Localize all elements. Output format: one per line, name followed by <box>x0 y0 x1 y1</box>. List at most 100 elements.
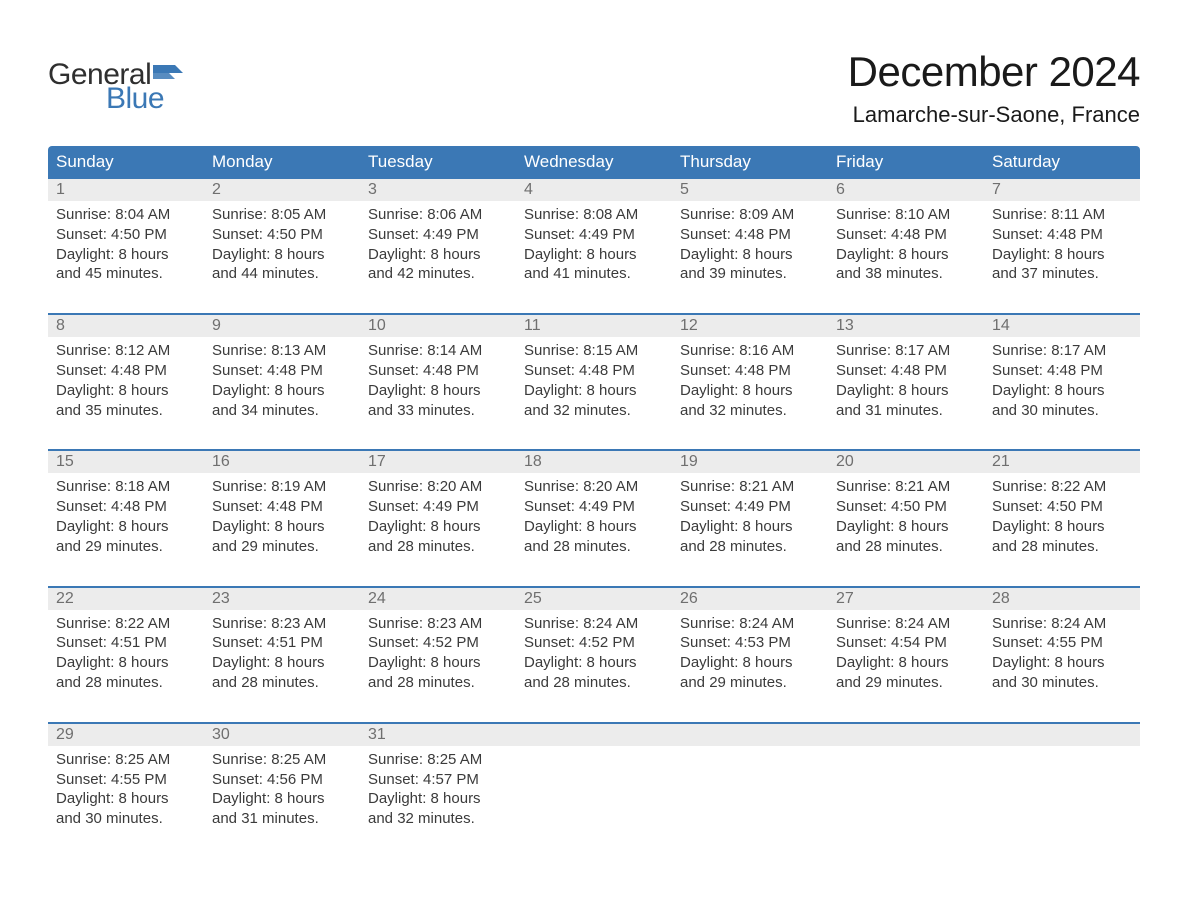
day-number: 31 <box>360 723 516 746</box>
sunrise-line: Sunrise: 8:13 AM <box>212 341 352 361</box>
sunset-line: Sunset: 4:48 PM <box>56 497 196 517</box>
sunrise-line: Sunrise: 8:06 AM <box>368 205 508 225</box>
title-block: December 2024 Lamarche-sur-Saone, France <box>848 48 1140 128</box>
week-separator <box>48 561 1140 587</box>
day-number: 8 <box>48 314 204 337</box>
day-number: 9 <box>204 314 360 337</box>
daylight-line: Daylight: 8 hoursand 29 minutes. <box>836 653 976 693</box>
day-number: 22 <box>48 587 204 610</box>
day-cell: Sunrise: 8:25 AMSunset: 4:56 PMDaylight:… <box>204 746 360 833</box>
sunset-line: Sunset: 4:55 PM <box>992 633 1132 653</box>
day-number-row: 293031 <box>48 723 1140 746</box>
day-number: 15 <box>48 450 204 473</box>
day-number <box>516 723 672 746</box>
day-number: 5 <box>672 179 828 201</box>
sunset-line: Sunset: 4:48 PM <box>680 361 820 381</box>
sunrise-line: Sunrise: 8:25 AM <box>368 750 508 770</box>
daylight-line: Daylight: 8 hoursand 34 minutes. <box>212 381 352 421</box>
sunrise-line: Sunrise: 8:12 AM <box>56 341 196 361</box>
day-number: 30 <box>204 723 360 746</box>
day-cell: Sunrise: 8:20 AMSunset: 4:49 PMDaylight:… <box>516 473 672 560</box>
day-number: 20 <box>828 450 984 473</box>
sunrise-line: Sunrise: 8:22 AM <box>992 477 1132 497</box>
sunrise-line: Sunrise: 8:17 AM <box>992 341 1132 361</box>
day-number: 21 <box>984 450 1140 473</box>
day-number-row: 15161718192021 <box>48 450 1140 473</box>
day-number-row: 1234567 <box>48 179 1140 201</box>
day-cell: Sunrise: 8:16 AMSunset: 4:48 PMDaylight:… <box>672 337 828 424</box>
daylight-line: Daylight: 8 hoursand 31 minutes. <box>836 381 976 421</box>
daylight-line: Daylight: 8 hoursand 45 minutes. <box>56 245 196 285</box>
day-cell: Sunrise: 8:05 AMSunset: 4:50 PMDaylight:… <box>204 201 360 288</box>
sunset-line: Sunset: 4:54 PM <box>836 633 976 653</box>
sunrise-line: Sunrise: 8:24 AM <box>992 614 1132 634</box>
sunrise-line: Sunrise: 8:24 AM <box>680 614 820 634</box>
day-header: Monday <box>204 146 360 179</box>
day-cell: Sunrise: 8:20 AMSunset: 4:49 PMDaylight:… <box>360 473 516 560</box>
sunrise-line: Sunrise: 8:25 AM <box>212 750 352 770</box>
daylight-line: Daylight: 8 hoursand 28 minutes. <box>836 517 976 557</box>
day-number: 23 <box>204 587 360 610</box>
day-cell: Sunrise: 8:24 AMSunset: 4:53 PMDaylight:… <box>672 610 828 697</box>
daylight-line: Daylight: 8 hoursand 44 minutes. <box>212 245 352 285</box>
sunrise-line: Sunrise: 8:24 AM <box>524 614 664 634</box>
day-cell: Sunrise: 8:22 AMSunset: 4:51 PMDaylight:… <box>48 610 204 697</box>
day-number: 27 <box>828 587 984 610</box>
day-number <box>984 723 1140 746</box>
day-content-row: Sunrise: 8:04 AMSunset: 4:50 PMDaylight:… <box>48 201 1140 288</box>
daylight-line: Daylight: 8 hoursand 29 minutes. <box>680 653 820 693</box>
day-number-row: 891011121314 <box>48 314 1140 337</box>
sunset-line: Sunset: 4:51 PM <box>56 633 196 653</box>
sunset-line: Sunset: 4:49 PM <box>368 497 508 517</box>
day-number: 4 <box>516 179 672 201</box>
daylight-line: Daylight: 8 hoursand 28 minutes. <box>368 653 508 693</box>
daylight-line: Daylight: 8 hoursand 29 minutes. <box>56 517 196 557</box>
sunrise-line: Sunrise: 8:11 AM <box>992 205 1132 225</box>
daylight-line: Daylight: 8 hoursand 28 minutes. <box>56 653 196 693</box>
day-cell <box>984 746 1140 833</box>
sunset-line: Sunset: 4:48 PM <box>524 361 664 381</box>
sunset-line: Sunset: 4:53 PM <box>680 633 820 653</box>
sunset-line: Sunset: 4:52 PM <box>524 633 664 653</box>
day-number: 10 <box>360 314 516 337</box>
day-cell: Sunrise: 8:23 AMSunset: 4:52 PMDaylight:… <box>360 610 516 697</box>
sunset-line: Sunset: 4:48 PM <box>212 497 352 517</box>
sunset-line: Sunset: 4:49 PM <box>368 225 508 245</box>
day-number: 29 <box>48 723 204 746</box>
day-number: 17 <box>360 450 516 473</box>
day-cell <box>828 746 984 833</box>
daylight-line: Daylight: 8 hoursand 28 minutes. <box>524 653 664 693</box>
sunset-line: Sunset: 4:50 PM <box>992 497 1132 517</box>
sunrise-line: Sunrise: 8:15 AM <box>524 341 664 361</box>
day-content-row: Sunrise: 8:22 AMSunset: 4:51 PMDaylight:… <box>48 610 1140 697</box>
daylight-line: Daylight: 8 hoursand 32 minutes. <box>368 789 508 829</box>
header: General Blue December 2024 Lamarche-sur-… <box>48 48 1140 128</box>
sunset-line: Sunset: 4:49 PM <box>524 497 664 517</box>
day-content-row: Sunrise: 8:12 AMSunset: 4:48 PMDaylight:… <box>48 337 1140 424</box>
day-header: Friday <box>828 146 984 179</box>
sunset-line: Sunset: 4:48 PM <box>680 225 820 245</box>
day-number: 18 <box>516 450 672 473</box>
day-number: 28 <box>984 587 1140 610</box>
sunset-line: Sunset: 4:56 PM <box>212 770 352 790</box>
sunset-line: Sunset: 4:50 PM <box>56 225 196 245</box>
sunrise-line: Sunrise: 8:23 AM <box>212 614 352 634</box>
day-header: Saturday <box>984 146 1140 179</box>
sunrise-line: Sunrise: 8:09 AM <box>680 205 820 225</box>
daylight-line: Daylight: 8 hoursand 41 minutes. <box>524 245 664 285</box>
sunrise-line: Sunrise: 8:05 AM <box>212 205 352 225</box>
day-number: 6 <box>828 179 984 201</box>
day-cell: Sunrise: 8:08 AMSunset: 4:49 PMDaylight:… <box>516 201 672 288</box>
day-number: 2 <box>204 179 360 201</box>
page: General Blue December 2024 Lamarche-sur-… <box>0 0 1188 873</box>
location: Lamarche-sur-Saone, France <box>848 102 1140 128</box>
day-cell: Sunrise: 8:22 AMSunset: 4:50 PMDaylight:… <box>984 473 1140 560</box>
day-cell: Sunrise: 8:24 AMSunset: 4:54 PMDaylight:… <box>828 610 984 697</box>
day-cell: Sunrise: 8:17 AMSunset: 4:48 PMDaylight:… <box>828 337 984 424</box>
day-cell: Sunrise: 8:18 AMSunset: 4:48 PMDaylight:… <box>48 473 204 560</box>
sunrise-line: Sunrise: 8:21 AM <box>836 477 976 497</box>
sunset-line: Sunset: 4:48 PM <box>992 225 1132 245</box>
day-header: Thursday <box>672 146 828 179</box>
sunrise-line: Sunrise: 8:08 AM <box>524 205 664 225</box>
sunset-line: Sunset: 4:48 PM <box>56 361 196 381</box>
